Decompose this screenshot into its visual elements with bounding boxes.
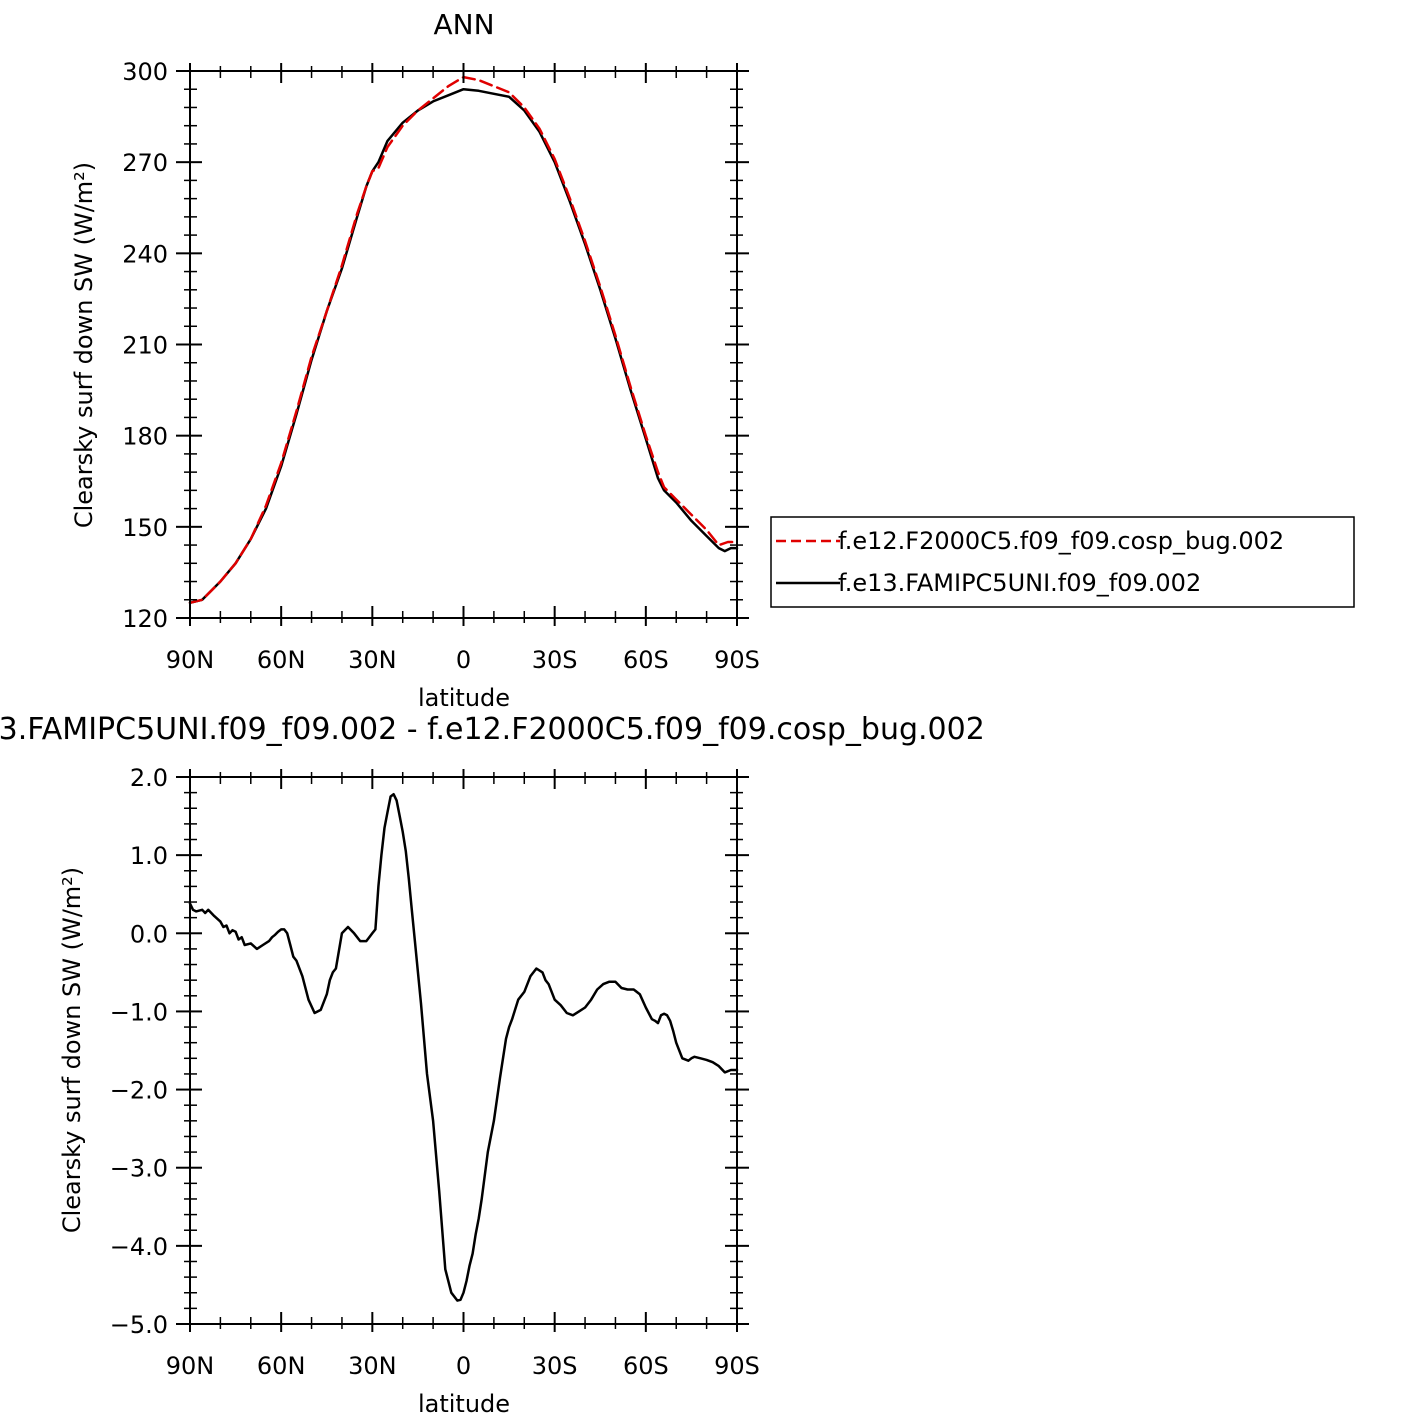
legend-box bbox=[770, 516, 1355, 608]
y-tick-label: 240 bbox=[122, 240, 168, 268]
legend: f.e12.F2000C5.f09_f09.cosp_bug.002 f.e13… bbox=[770, 516, 1355, 608]
y-tick-label: 0.0 bbox=[130, 920, 168, 948]
x-tick-label: 0 bbox=[456, 1352, 471, 1380]
bottom-panel-title: f.e13.FAMIPC5UNI.f09_f09.002 - f.e12.F20… bbox=[0, 712, 985, 747]
legend-label-series-1: f.e12.F2000C5.f09_f09.cosp_bug.002 bbox=[838, 527, 1284, 555]
y-tick-label: −1.0 bbox=[110, 998, 168, 1026]
x-tick-label: 30N bbox=[348, 1352, 397, 1380]
y-tick-label: 120 bbox=[122, 605, 168, 633]
y-tick-label: −2.0 bbox=[110, 1077, 168, 1105]
top-panel-title: ANN bbox=[433, 8, 494, 41]
bottom-x-axis-label: latitude bbox=[418, 1390, 510, 1418]
x-tick-label: 90N bbox=[166, 1352, 215, 1380]
y-tick-label: 180 bbox=[122, 423, 168, 451]
y-tick-label: 1.0 bbox=[130, 842, 168, 870]
y-tick-label: 270 bbox=[122, 149, 168, 177]
x-tick-label: 60S bbox=[623, 1352, 669, 1380]
series-line-1 bbox=[188, 75, 739, 605]
top-y-axis-label: Clearsky surf down SW (W/m²) bbox=[70, 162, 98, 528]
y-tick-label: 210 bbox=[122, 332, 168, 360]
y-tick-label: 2.0 bbox=[130, 764, 168, 792]
x-tick-label: 90S bbox=[714, 646, 760, 674]
x-tick-label: 30N bbox=[348, 646, 397, 674]
x-tick-label: 30S bbox=[532, 646, 578, 674]
y-tick-label: 150 bbox=[122, 514, 168, 542]
series-line-1 bbox=[188, 792, 739, 1302]
x-tick-label: 90S bbox=[714, 1352, 760, 1380]
legend-label-series-2: f.e13.FAMIPC5UNI.f09_f09.002 bbox=[838, 569, 1201, 597]
bottom-panel: f.e13.FAMIPC5UNI.f09_f09.002 - f.e12.F20… bbox=[0, 712, 985, 1418]
top-panel: ANN 90N 60N 30N 0 30S 60S 90S 120 150 180 210 240 27… bbox=[70, 8, 1355, 712]
series-line-2 bbox=[188, 87, 739, 605]
x-tick-label: 0 bbox=[456, 646, 471, 674]
y-tick-label: −4.0 bbox=[110, 1233, 168, 1261]
x-tick-label: 60N bbox=[257, 1352, 306, 1380]
top-x-axis-label: latitude bbox=[418, 684, 510, 712]
y-tick-label: −3.0 bbox=[110, 1155, 168, 1183]
x-tick-label: 60S bbox=[623, 646, 669, 674]
y-tick-label: −5.0 bbox=[110, 1311, 168, 1339]
x-tick-label: 60N bbox=[257, 646, 306, 674]
x-tick-label: 90N bbox=[166, 646, 215, 674]
bottom-y-axis-label: Clearsky surf down SW (W/m²) bbox=[58, 867, 86, 1233]
top-plot-frame bbox=[189, 70, 738, 619]
y-tick-label: 300 bbox=[122, 58, 168, 86]
x-tick-label: 30S bbox=[532, 1352, 578, 1380]
bottom-plot-frame bbox=[189, 776, 738, 1325]
